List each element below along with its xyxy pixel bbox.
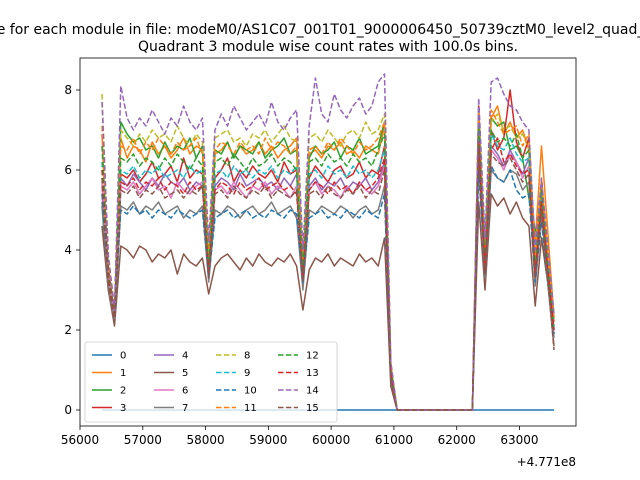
series-line-9	[101, 129, 555, 411]
legend-label-8: 8	[244, 351, 250, 362]
legend-box	[84, 341, 338, 423]
y-tick-label: 0	[64, 403, 72, 417]
chart-title: Quadrant 3 module wise count rates with …	[138, 39, 518, 55]
x-tick-label: 63000	[500, 433, 538, 447]
x-offset-label: +4.771e8	[517, 455, 576, 469]
legend-label-14: 14	[306, 386, 319, 397]
x-tick-label: 61000	[375, 433, 413, 447]
legend-label-1: 1	[120, 368, 126, 379]
legend-label-4: 4	[182, 351, 188, 362]
legend-label-5: 5	[182, 368, 188, 379]
x-tick-label: 57000	[124, 433, 162, 447]
x-tick-label: 62000	[438, 433, 476, 447]
plot-frame	[79, 57, 577, 427]
y-tick-label: 2	[64, 323, 72, 337]
chart-suptitle: Lightcurve for each module in file: mode…	[0, 22, 640, 38]
x-tick-label: 56000	[61, 433, 99, 447]
y-tick-label: 6	[64, 163, 72, 177]
series-line-5	[101, 193, 555, 411]
legend-label-0: 0	[120, 351, 126, 362]
series-line-13	[101, 137, 555, 411]
legend-label-12: 12	[306, 351, 319, 362]
legend-label-7: 7	[182, 403, 188, 414]
series-line-14	[101, 73, 555, 411]
series-line-15	[101, 145, 555, 411]
legend-label-2: 2	[120, 386, 126, 397]
x-tick-label: 59000	[249, 433, 287, 447]
x-tick-label: 58000	[186, 433, 224, 447]
x-tick-label: 60000	[312, 433, 350, 447]
legend-label-13: 13	[306, 368, 319, 379]
y-tick-label: 8	[64, 83, 72, 97]
legend-label-10: 10	[244, 386, 257, 397]
y-tick-label: 4	[64, 243, 72, 257]
legend-label-6: 6	[182, 386, 188, 397]
series-layer	[101, 73, 555, 411]
legend-label-11: 11	[244, 403, 257, 414]
legend-label-3: 3	[120, 403, 126, 414]
x-axis: 56000 57000 58000 59000 60000 61000 62000 63000	[61, 426, 539, 447]
series-line-11	[101, 109, 555, 411]
legend-label-9: 9	[244, 368, 250, 379]
y-axis: 0 2 4 6 8	[64, 83, 80, 417]
legend-label-15: 15	[306, 403, 319, 414]
